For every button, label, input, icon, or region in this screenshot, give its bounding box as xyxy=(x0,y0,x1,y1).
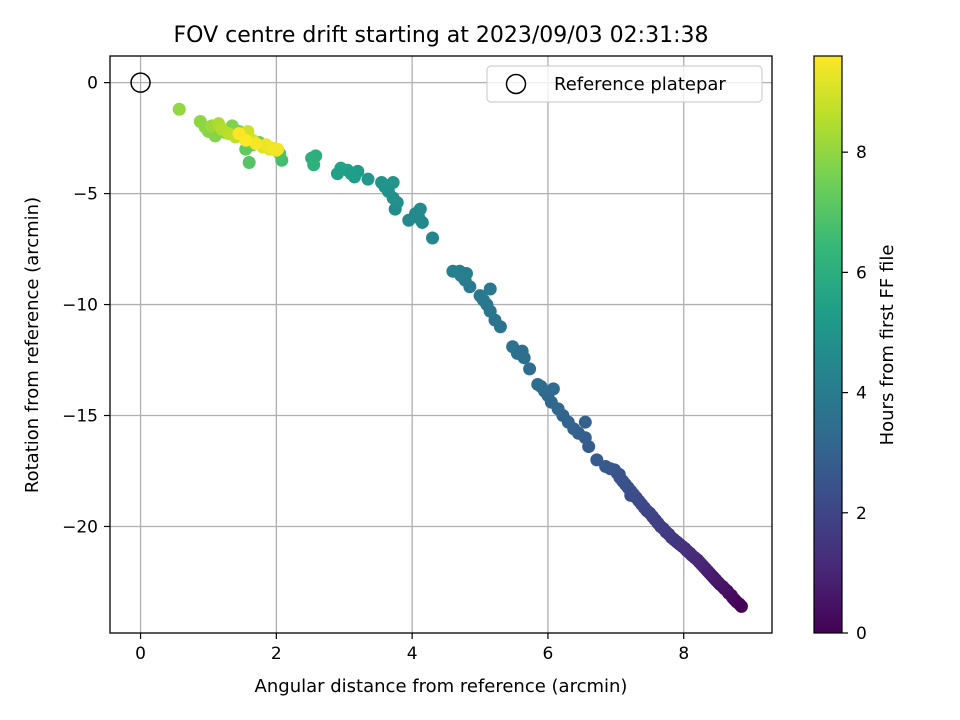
y-tick-label: 0 xyxy=(87,74,98,94)
colorbar-label: Hours from first FF file xyxy=(877,245,898,446)
data-point xyxy=(590,453,604,467)
legend-box xyxy=(486,65,763,103)
reference-marker-layer xyxy=(130,72,151,93)
y-axis-label: Rotation from reference (arcmin) xyxy=(22,197,43,493)
colorbar-tick-label: 6 xyxy=(856,263,867,283)
x-tick-label: 0 xyxy=(135,644,146,664)
data-point xyxy=(330,167,344,181)
y-axis-ticks: 0 −5 −10 −15 −20 xyxy=(62,74,110,537)
scatter-points xyxy=(172,102,748,613)
y-tick-label: −15 xyxy=(62,407,98,427)
colorbar-tick-label: 0 xyxy=(856,624,867,644)
data-point xyxy=(612,467,626,481)
reference-platepar-marker xyxy=(130,72,151,93)
data-point xyxy=(172,102,186,116)
data-point xyxy=(515,344,529,358)
data-point xyxy=(242,156,256,170)
legend-reference-marker xyxy=(505,73,527,95)
data-point xyxy=(386,175,400,189)
plot-frame xyxy=(109,55,773,634)
y-tick-label: −20 xyxy=(62,517,98,537)
colorbar-ticks: 0 2 4 6 8 xyxy=(842,143,867,644)
data-point xyxy=(249,137,263,151)
data-point xyxy=(344,167,358,181)
data-point xyxy=(473,289,487,303)
data-point xyxy=(446,264,460,278)
data-point xyxy=(531,377,545,391)
data-point xyxy=(375,175,389,189)
data-point xyxy=(193,114,207,128)
data-point xyxy=(546,382,560,396)
x-tick-label: 4 xyxy=(407,644,418,664)
x-tick-label: 8 xyxy=(678,644,689,664)
data-point xyxy=(624,488,638,502)
x-tick-label: 2 xyxy=(271,644,282,664)
data-point xyxy=(361,172,375,186)
data-point xyxy=(271,142,285,156)
y-tick-label: −5 xyxy=(73,185,98,205)
data-point xyxy=(402,213,416,227)
legend: Reference platepar xyxy=(486,65,763,103)
data-point xyxy=(307,158,321,172)
data-point xyxy=(413,202,427,216)
data-point xyxy=(599,460,613,474)
data-point xyxy=(578,415,592,429)
colorbar xyxy=(813,55,843,634)
legend-label-reference: Reference platepar xyxy=(554,74,726,95)
colorbar-tick-label: 2 xyxy=(856,504,867,524)
data-point xyxy=(523,362,537,376)
y-tick-label: −10 xyxy=(62,296,98,316)
data-point xyxy=(232,127,246,141)
data-point xyxy=(426,231,440,245)
x-tick-label: 6 xyxy=(543,644,554,664)
chart-title: FOV centre drift starting at 2023/09/03 … xyxy=(174,23,709,48)
colorbar-tick-label: 4 xyxy=(856,384,867,404)
colorbar-tick-label: 8 xyxy=(856,143,867,163)
x-axis-ticks: 0 2 4 6 8 xyxy=(135,633,689,664)
x-axis-label: Angular distance from reference (arcmin) xyxy=(255,676,628,697)
data-point xyxy=(483,282,497,296)
